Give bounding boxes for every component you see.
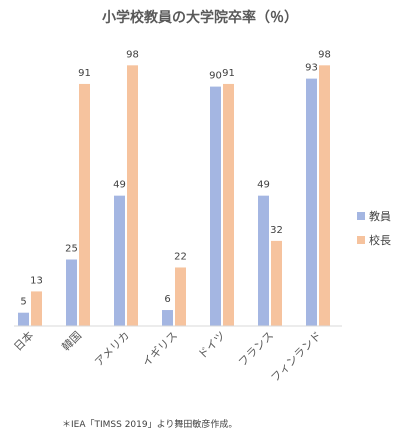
bar-principal-4 (223, 83, 234, 326)
bar-teacher-5 (258, 195, 269, 326)
bar-teacher-2 (114, 195, 125, 326)
value-label-teacher-1: 25 (65, 244, 78, 255)
bar-principal-5 (271, 240, 282, 326)
bar-principal-1 (79, 83, 90, 326)
value-label-teacher-3: 6 (164, 294, 170, 305)
bar-teacher-1 (66, 259, 77, 326)
value-label-principal-3: 22 (174, 251, 187, 262)
bars-group (18, 65, 330, 327)
value-label-teacher-6: 93 (305, 63, 318, 74)
value-label-principal-5: 32 (270, 225, 283, 236)
legend-label-teacher: 教員 (369, 210, 391, 223)
category-label-1: 韓国 (59, 329, 84, 354)
bar-principal-3 (175, 267, 186, 326)
category-label-3: イギリス (140, 329, 180, 369)
legend-swatch-teacher (357, 212, 365, 220)
value-label-teacher-4: 90 (209, 71, 222, 82)
value-label-principal-2: 98 (126, 49, 139, 60)
category-label-4: ドイツ (196, 329, 229, 362)
legend-swatch-principal (357, 236, 365, 244)
value-label-teacher-2: 49 (113, 180, 126, 191)
bar-teacher-4 (210, 86, 221, 326)
category-label-5: フランス (236, 329, 276, 369)
category-label-2: アメリカ (92, 329, 132, 369)
bar-teacher-6 (306, 78, 317, 327)
value-label-principal-1: 91 (78, 68, 91, 79)
bar-teacher-3 (162, 310, 173, 326)
bar-principal-2 (127, 65, 138, 326)
category-label-0: 日本 (11, 328, 36, 353)
category-label-6: フィンランド (268, 329, 324, 385)
bar-principal-0 (31, 291, 42, 326)
legend: 教員 校長 (357, 210, 391, 247)
bar-teacher-0 (18, 312, 29, 326)
source-note: ＊IEA「TIMSS 2019」より舞田敏彦作成。 (62, 418, 237, 430)
value-label-principal-0: 13 (30, 275, 43, 286)
legend-label-principal: 校長 (369, 233, 391, 247)
value-label-principal-4: 91 (222, 68, 235, 79)
value-label-principal-6: 98 (318, 49, 331, 60)
value-label-teacher-5: 49 (257, 180, 270, 191)
value-label-teacher-0: 5 (20, 297, 26, 308)
chart-title: 小学校教員の大学院卒率（％） (102, 9, 298, 26)
bar-principal-6 (319, 65, 330, 326)
